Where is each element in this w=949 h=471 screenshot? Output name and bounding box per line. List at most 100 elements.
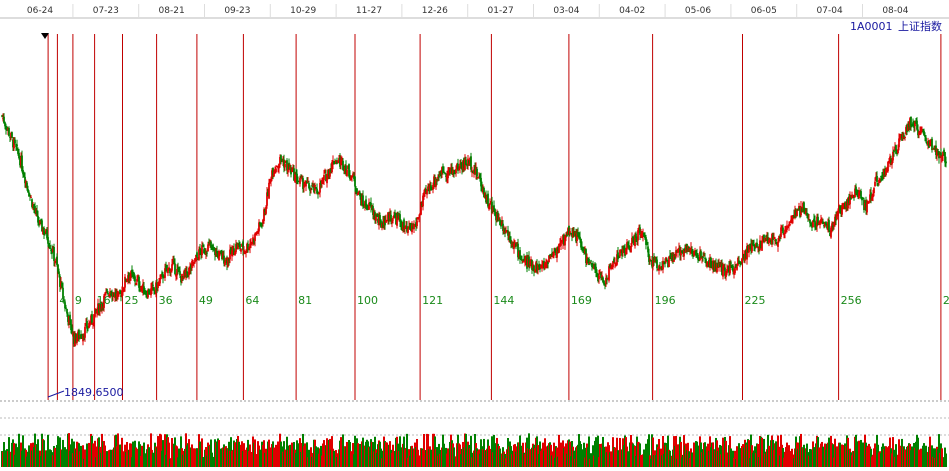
candle-body: [305, 181, 307, 187]
candle-body: [405, 225, 407, 228]
volume-bar: [8, 437, 10, 467]
candle-body: [168, 267, 170, 270]
candle-body: [189, 266, 191, 271]
candle-body: [511, 244, 513, 246]
candle-body: [556, 247, 558, 258]
candle-body: [829, 232, 831, 236]
candle-body: [126, 278, 128, 281]
candle-body: [149, 292, 151, 295]
candle-body: [919, 131, 921, 135]
candle-body: [736, 266, 738, 270]
candle-body: [520, 256, 522, 260]
candle-body: [840, 209, 842, 214]
candle-body: [902, 134, 904, 139]
candle-body: [196, 252, 198, 257]
candle-body: [544, 262, 546, 269]
candle-body: [385, 219, 387, 223]
candle-body: [5, 128, 7, 130]
volume-bar: [126, 441, 128, 467]
candle-body: [164, 268, 166, 278]
timeline-bar: [0, 0, 949, 18]
candle-body: [939, 155, 941, 157]
candle-body: [311, 185, 313, 187]
candle-body: [772, 235, 774, 240]
candle-body: [549, 254, 551, 257]
candle-body: [281, 160, 283, 162]
candle-body: [720, 264, 722, 268]
candle-body: [675, 250, 677, 257]
volume-bar: [406, 433, 408, 467]
candle-body: [528, 256, 530, 267]
candle-body: [373, 211, 375, 216]
time-square-label: 121: [422, 294, 443, 307]
candle-body: [923, 130, 925, 136]
candle-body: [563, 235, 565, 244]
candle-body: [250, 243, 252, 246]
candle-body: [378, 216, 380, 226]
candle-body: [832, 225, 834, 227]
candle-body: [41, 220, 43, 232]
candle-body: [929, 140, 931, 147]
candle-body: [109, 291, 111, 298]
candle-body: [392, 219, 394, 221]
candle-body: [825, 221, 827, 225]
candle-body: [484, 192, 486, 199]
candle-body: [350, 177, 352, 181]
candle-body: [291, 169, 293, 172]
candle-body: [332, 160, 334, 165]
candle-body: [678, 247, 680, 249]
candle-body: [70, 319, 72, 331]
candle-body: [388, 214, 390, 222]
time-square-label: 81: [298, 294, 312, 307]
candle-body: [244, 251, 246, 253]
volume-bar: [941, 448, 943, 467]
timeline-dates: 06-24 07-23 08-21 09-23 10-29 11-27 12-26 01-27…: [27, 4, 909, 18]
candle-body: [924, 135, 926, 137]
candle-body: [834, 216, 836, 224]
candle-body: [282, 160, 284, 162]
candle-body: [779, 236, 781, 239]
candle-body: [123, 287, 125, 291]
volume-bar: [470, 435, 472, 467]
candle-body: [764, 238, 766, 242]
candle-body: [389, 213, 391, 219]
candle-body: [849, 195, 851, 205]
timeline-date: 06-24: [27, 6, 53, 16]
candle-body: [89, 324, 91, 326]
candle-body: [50, 249, 52, 251]
candle-body: [882, 173, 884, 176]
candle-body: [61, 282, 63, 287]
candle-body: [922, 131, 924, 133]
candle-body: [641, 234, 643, 237]
candle-body: [487, 193, 489, 207]
candle-body: [21, 155, 23, 172]
candle-body: [537, 264, 539, 271]
candle-body: [309, 187, 311, 191]
candle-body: [209, 243, 211, 246]
candle-body: [166, 264, 168, 271]
candle-body: [886, 170, 888, 172]
candle-body: [523, 258, 525, 261]
candle-body: [726, 269, 728, 274]
candle-body: [345, 165, 347, 174]
candle-body: [486, 195, 488, 200]
candle-body: [198, 249, 200, 260]
candle-body: [540, 265, 542, 268]
candle-body: [640, 233, 642, 237]
candle-body: [874, 181, 876, 187]
candle-body: [631, 237, 633, 244]
candle-body: [240, 248, 242, 252]
candle-body: [667, 260, 669, 268]
candle-body: [917, 129, 919, 136]
candle-body: [590, 260, 592, 262]
candle-body: [716, 264, 718, 273]
candle-body: [370, 202, 372, 208]
candle-body: [329, 169, 331, 177]
candle-body: [333, 161, 335, 165]
candle-body: [504, 229, 506, 232]
volume-bar: [104, 445, 106, 467]
candle-body: [750, 243, 752, 252]
candle-body: [135, 283, 137, 285]
candle-body: [933, 147, 935, 149]
candle-body: [39, 220, 41, 224]
